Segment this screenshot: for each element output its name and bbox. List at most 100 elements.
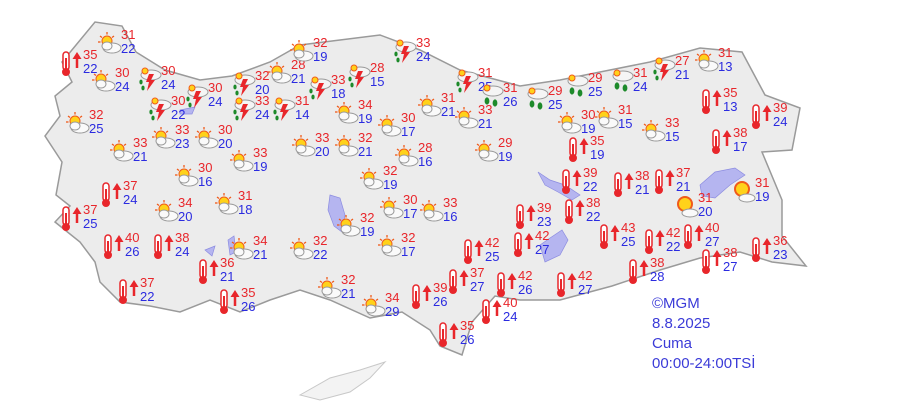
min-temp: 22 [140, 289, 155, 304]
max-temp: 30 [115, 65, 130, 80]
max-temp: 32 [358, 130, 373, 145]
station-partly-cloudy: 32 17 [376, 230, 432, 263]
min-temp: 25 [485, 249, 500, 264]
station-hot: 38 28 [625, 255, 681, 288]
station-partly-cloudy: 33 19 [228, 145, 284, 178]
hot-icon [562, 169, 582, 194]
hot-icon [569, 137, 589, 162]
station-hot: 37 27 [445, 265, 501, 298]
min-temp: 19 [581, 121, 596, 136]
hot-icon [712, 129, 732, 154]
partly-cloudy-icon [110, 140, 134, 162]
lake-iznik [179, 106, 196, 115]
station-hot: 42 22 [641, 225, 697, 258]
min-temp: 16 [198, 174, 213, 189]
min-temp: 17 [733, 139, 748, 154]
station-hot: 40 26 [100, 230, 156, 263]
station-hot: 42 27 [553, 268, 609, 301]
station-partly-cloudy: 31 13 [693, 45, 749, 78]
copyright-label: ©MGM [652, 295, 700, 312]
max-temp: 31 [755, 175, 770, 190]
sunny-cloudy-icon [734, 181, 756, 203]
partly-cloudy-icon [595, 107, 619, 129]
station-thunderstorm: 33 18 [306, 72, 362, 105]
min-temp: 26 [241, 299, 256, 314]
min-temp: 21 [133, 149, 148, 164]
min-temp: 19 [755, 189, 770, 204]
partly-cloudy-icon [380, 197, 404, 219]
station-hot: 39 23 [512, 200, 568, 233]
max-temp: 32 [255, 68, 270, 83]
station-partly-cloudy: 33 23 [150, 122, 206, 155]
station-partly-cloudy: 30 20 [193, 122, 249, 155]
max-temp: 38 [175, 230, 190, 245]
partly-cloudy-icon [335, 135, 359, 157]
max-temp: 33 [331, 72, 346, 87]
max-temp: 34 [178, 195, 193, 210]
max-temp: 33 [253, 145, 268, 160]
partly-cloudy-icon [418, 95, 442, 117]
hot-icon [119, 279, 139, 304]
station-hot: 40 24 [478, 295, 534, 328]
hot-icon [752, 237, 772, 262]
min-temp: 24 [161, 77, 176, 92]
hot-icon [439, 322, 459, 347]
partly-cloudy-icon [455, 107, 479, 129]
max-temp: 33 [443, 195, 458, 210]
min-temp: 20 [255, 82, 270, 97]
station-rain: 29 25 [523, 83, 579, 116]
partly-cloudy-icon [268, 62, 292, 84]
station-hot: 36 21 [195, 255, 251, 288]
station-partly-cloudy: 28 16 [393, 140, 449, 173]
station-hot: 39 22 [558, 165, 614, 198]
min-temp: 24 [633, 79, 648, 94]
min-temp: 26 [433, 294, 448, 309]
map-caption: ©MGM 8.8.2025 Cuma 00:00-24:00TSİ [652, 294, 755, 374]
max-temp: 42 [535, 228, 550, 243]
station-partly-cloudy: 30 24 [90, 65, 146, 98]
station-hot: 37 22 [115, 275, 171, 308]
station-hot: 42 25 [460, 235, 516, 268]
min-temp: 21 [291, 71, 306, 86]
min-temp: 25 [89, 121, 104, 136]
max-temp: 35 [241, 285, 256, 300]
min-temp: 21 [441, 104, 456, 119]
max-temp: 32 [313, 233, 328, 248]
station-partly-cloudy: 32 25 [64, 107, 120, 140]
station-partly-cloudy: 32 21 [316, 272, 372, 305]
max-temp: 35 [590, 133, 605, 148]
hot-icon [102, 182, 122, 207]
min-temp: 16 [418, 154, 433, 169]
min-temp: 24 [503, 309, 518, 324]
min-temp: 20 [178, 209, 193, 224]
max-temp: 33 [478, 102, 493, 117]
thunderstorm-icon [139, 67, 162, 91]
min-temp: 29 [385, 304, 400, 319]
station-partly-cloudy: 30 17 [378, 192, 434, 225]
max-temp: 42 [666, 225, 681, 240]
min-temp: 19 [253, 159, 268, 174]
thunderstorm-icon [309, 76, 332, 100]
station-partly-cloudy: 31 18 [213, 188, 269, 221]
station-partly-cloudy: 34 21 [228, 233, 284, 266]
max-temp: 32 [313, 35, 328, 50]
max-temp: 33 [416, 35, 431, 50]
max-temp: 31 [718, 45, 733, 60]
min-temp: 15 [618, 116, 633, 131]
max-temp: 32 [401, 230, 416, 245]
min-temp: 14 [295, 107, 310, 122]
keban-dam [537, 171, 581, 201]
max-temp: 37 [140, 275, 155, 290]
min-temp: 27 [705, 234, 720, 249]
station-hot: 37 25 [58, 202, 114, 235]
hot-icon [655, 169, 675, 194]
max-temp: 37 [676, 165, 691, 180]
min-temp: 23 [175, 136, 190, 151]
max-temp: 29 [588, 70, 603, 85]
station-partly-cloudy: 29 19 [473, 135, 529, 168]
min-temp: 20 [698, 204, 713, 219]
max-temp: 30 [161, 63, 176, 78]
min-temp: 24 [416, 49, 431, 64]
station-partly-cloudy: 30 16 [173, 160, 229, 193]
